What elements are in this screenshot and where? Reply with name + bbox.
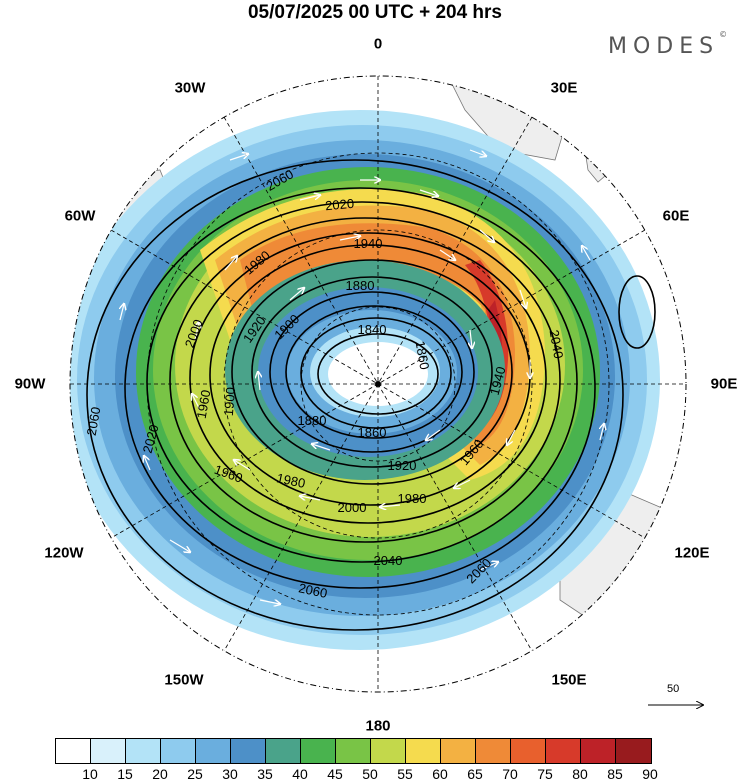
colorbar-cell xyxy=(91,739,126,763)
colorbar-tick-label: 10 xyxy=(82,766,98,782)
lon-label-180: 180 xyxy=(365,717,391,735)
colorbar-cell xyxy=(476,739,511,763)
contour-label: 2020 xyxy=(140,423,162,455)
colorbar-cell xyxy=(511,739,546,763)
colorbar-tick-label: 80 xyxy=(572,766,588,782)
lon-label-30w: 30W xyxy=(174,79,206,97)
contour-label: 1860 xyxy=(358,425,387,440)
wind-speed-shading xyxy=(70,110,660,650)
contour-label: 2040 xyxy=(547,329,567,360)
map-disk: 2060 2060 2060 2060 2040 2040 2020 2020 … xyxy=(70,76,686,692)
colorbar-cell xyxy=(231,739,266,763)
contour-1860 xyxy=(300,317,452,429)
colorbar-cell xyxy=(581,739,616,763)
colorbar-tick-label: 45 xyxy=(327,766,343,782)
contour-label: 2060 xyxy=(84,406,104,437)
colorbar-tick-label: 35 xyxy=(257,766,273,782)
contour-2060 xyxy=(86,159,624,631)
contour-label: 2000 xyxy=(338,500,367,515)
brand-mark: © xyxy=(719,30,728,39)
contour-label: 2060 xyxy=(297,580,328,601)
contour-1940 xyxy=(231,259,513,485)
colorbar xyxy=(55,738,652,764)
colorbar-tick-label: 55 xyxy=(397,766,413,782)
colorbar-tick-label: 20 xyxy=(152,766,168,782)
colorbar-tick-label: 85 xyxy=(607,766,623,782)
contour-label: 1860 xyxy=(413,340,433,371)
colorbar-tick-label: 60 xyxy=(432,766,448,782)
contour-1980 xyxy=(189,232,547,524)
lon-label-150e: 150E xyxy=(551,671,587,689)
contour-label: 1960 xyxy=(194,389,214,420)
contour-label: 1880 xyxy=(346,278,375,293)
contour-small-cell xyxy=(618,275,656,349)
contour-label: 2040 xyxy=(374,553,403,568)
contour-1880 xyxy=(285,305,463,439)
contour-1840 xyxy=(317,333,439,415)
lon-label-0: 0 xyxy=(373,35,383,53)
colorbar-cell xyxy=(161,739,196,763)
colorbar-tick-label: 30 xyxy=(222,766,238,782)
colorbar-cell xyxy=(616,739,651,763)
contour-2040 xyxy=(124,187,596,589)
colorbar-tick-label: 75 xyxy=(537,766,553,782)
contour-label: 1840 xyxy=(358,322,387,337)
colorbar-cell xyxy=(441,739,476,763)
colorbar-cell xyxy=(126,739,161,763)
height-contours xyxy=(86,159,656,631)
colorbar-cell xyxy=(266,739,301,763)
contour-2000 xyxy=(169,217,561,543)
contour-label: 1900 xyxy=(221,387,238,417)
colorbar-cell xyxy=(196,739,231,763)
contour-label: 1920 xyxy=(388,458,417,473)
brand-logo: MODES© xyxy=(608,30,727,59)
colorbar-tick-label: 15 xyxy=(117,766,133,782)
colorbar-cell xyxy=(406,739,441,763)
lon-label-120e: 120E xyxy=(674,544,710,562)
colorbar-cell xyxy=(56,739,91,763)
colorbar-cell xyxy=(336,739,371,763)
pole-marker xyxy=(375,381,381,387)
contour-label: 1940 xyxy=(354,236,383,251)
chart-title: 05/07/2025 00 UTC + 204 hrs xyxy=(247,2,503,23)
colorbar-cell xyxy=(301,739,336,763)
contour-2020 xyxy=(146,201,578,563)
lon-label-120w: 120W xyxy=(44,544,84,562)
lon-label-150w: 150W xyxy=(164,671,204,689)
colorbar-tick-label: 25 xyxy=(187,766,203,782)
lon-label-90w: 90W xyxy=(14,375,46,393)
contour-label: 2020 xyxy=(325,196,355,213)
colorbar-cell xyxy=(371,739,406,763)
lon-label-60e: 60E xyxy=(662,207,690,225)
reference-vector-label: 50 xyxy=(667,683,680,695)
contour-label: 1880 xyxy=(298,413,327,428)
colorbar-tick-label: 50 xyxy=(362,766,378,782)
contour-1900 xyxy=(269,291,475,453)
contour-1920 xyxy=(251,276,493,468)
contour-label: 1980 xyxy=(275,470,306,491)
brand-text: MODES xyxy=(608,34,720,59)
contour-label: 1940 xyxy=(487,365,509,397)
wind-vectors xyxy=(120,149,604,604)
lon-label-60w: 60W xyxy=(64,207,96,225)
contour-label: 1980 xyxy=(398,491,427,506)
colorbar-tick-label: 40 xyxy=(292,766,308,782)
colorbar-tick-label: 65 xyxy=(467,766,483,782)
colorbar-tick-label: 70 xyxy=(502,766,518,782)
map-border xyxy=(69,75,687,693)
lon-label-30e: 30E xyxy=(550,79,578,97)
colorbar-tick-label: 90 xyxy=(642,766,658,782)
lon-label-90e: 90E xyxy=(710,375,738,393)
colorbar-cell xyxy=(546,739,581,763)
